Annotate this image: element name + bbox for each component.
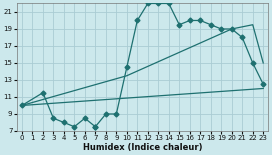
X-axis label: Humidex (Indice chaleur): Humidex (Indice chaleur) <box>83 143 202 152</box>
